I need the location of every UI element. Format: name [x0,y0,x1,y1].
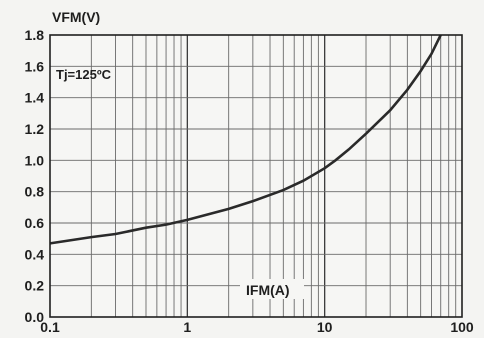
y-tick-label: 0.6 [25,215,45,231]
x-tick-label: 1 [183,319,191,335]
y-tick-label: 0.2 [25,278,45,294]
plot-frame [49,34,463,318]
plot-area [50,35,462,317]
grid [50,35,462,317]
x-axis-label: IFM(A) [246,282,290,298]
forward-voltage-curve [49,34,442,245]
x-tick-label: 100 [450,319,474,335]
y-tick-label: 0.4 [25,246,45,262]
temperature-annotation: Tj=125ºC [56,67,112,82]
y-tick-label: 0.0 [25,309,45,325]
y-axis-label: VFM(V) [52,9,100,25]
x-label-background [240,279,304,299]
y-tick-label: 0.8 [25,184,45,200]
y-tick-label: 1.6 [25,58,45,74]
y-tick-label: 1.8 [25,27,45,43]
x-tick-labels: 0.1 1 10 100 [40,319,474,335]
y-tick-labels: 0.0 0.2 0.4 0.6 0.8 1.0 1.2 1.4 1.6 1.8 [25,27,45,325]
y-tick-label: 1.2 [25,121,45,137]
y-tick-label: 1.4 [25,90,45,106]
x-tick-label: 10 [317,319,333,335]
y-tick-label: 1.0 [25,152,45,168]
x-tick-label: 0.1 [40,319,60,335]
